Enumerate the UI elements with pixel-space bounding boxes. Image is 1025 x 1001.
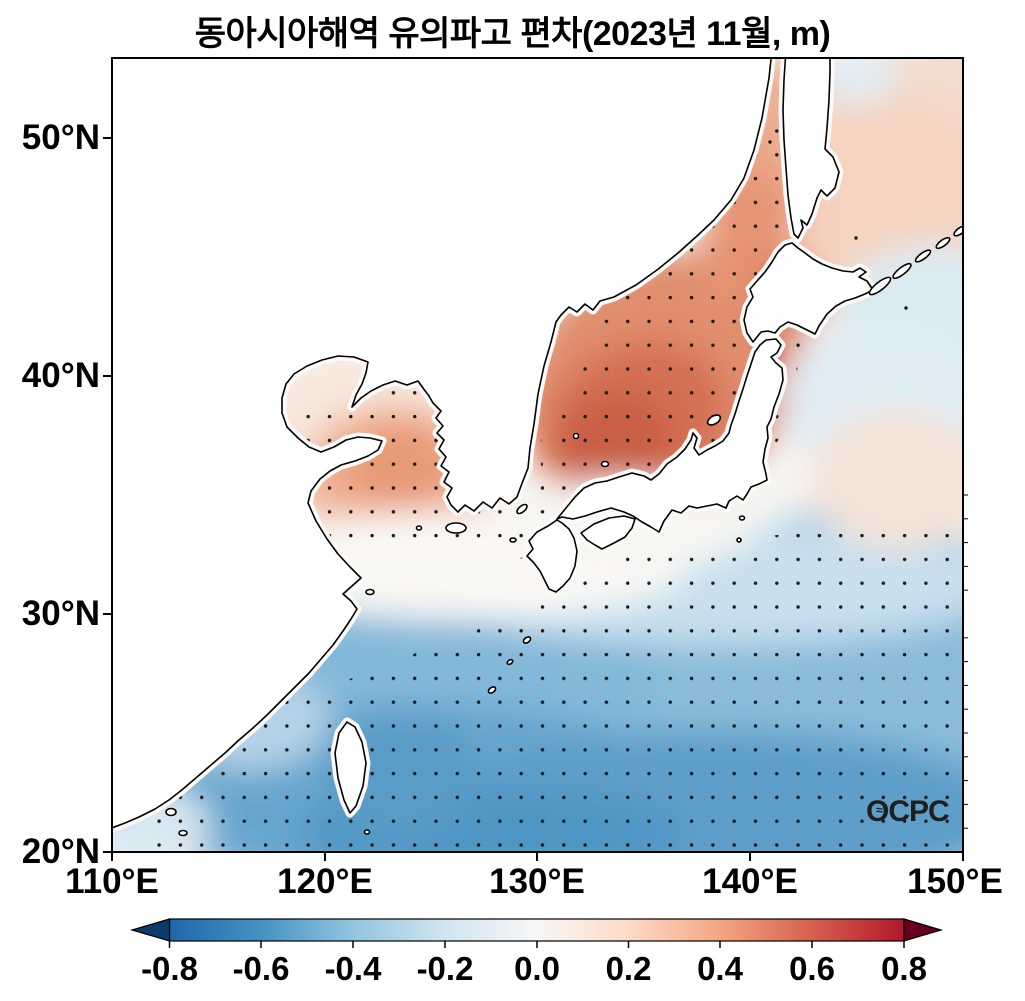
lon-tick-label-120e: 120°E xyxy=(277,862,373,901)
colorbar-label-pos06: 0.6 xyxy=(789,950,835,987)
island-zhoushan xyxy=(365,588,375,596)
coast-hokkaido xyxy=(743,242,874,343)
island-goto xyxy=(509,537,517,543)
island-ryukyu-3 xyxy=(487,686,497,694)
colorbar xyxy=(129,918,944,948)
colorbar-label-neg08: -0.8 xyxy=(141,950,198,987)
island-sado xyxy=(706,414,722,426)
island-tsushima xyxy=(516,503,528,515)
chart-title: 동아시아해역 유의파고 편차(2023년 11월, m) xyxy=(194,15,831,53)
colorbar-label-neg06: -0.6 xyxy=(232,950,290,987)
colorbar-label-pos08: 0.8 xyxy=(881,950,927,987)
island-kuril-1 xyxy=(868,276,892,296)
island-izu-2 xyxy=(736,537,742,543)
colorbar-label-neg02: -0.2 xyxy=(416,950,474,987)
lon-tick-label-110e: 110°E xyxy=(65,862,159,901)
island-ryukyu-2 xyxy=(506,658,514,666)
colorbar-label-pos02: 0.2 xyxy=(605,950,652,987)
lon-tick-label-150e: 150°E xyxy=(907,862,1003,901)
island-izu-1 xyxy=(738,515,746,521)
island-kuril-3 xyxy=(914,249,932,263)
lat-tick-label-40n: 40°N xyxy=(21,356,100,395)
island-south-china-2 xyxy=(178,829,188,837)
coast-honshu xyxy=(556,338,784,533)
coastlines xyxy=(112,58,963,837)
island-kuril-2 xyxy=(892,262,912,280)
colorbar-label-00: 0.0 xyxy=(514,950,560,987)
island-jeju xyxy=(445,522,467,534)
lat-tick-label-20n: 20°N xyxy=(21,832,100,871)
colorbar-gradient-bar xyxy=(168,918,905,942)
coast-taiwan xyxy=(334,721,367,814)
lon-tick-label-140e: 140°E xyxy=(702,862,798,901)
colorbar-label-neg04: -0.4 xyxy=(324,950,382,987)
lon-tick-label-130e: 130°E xyxy=(489,862,585,901)
map-frame xyxy=(103,57,968,861)
island-oki xyxy=(600,460,610,468)
wave-icon: ≈ xyxy=(876,803,883,817)
island-ulleung xyxy=(572,432,580,440)
colorbar-ticks xyxy=(168,941,905,948)
coast-shikoku xyxy=(580,515,636,550)
island-yellow-sea xyxy=(415,525,423,531)
island-ryukyu-1 xyxy=(522,636,532,644)
coast-sakhalin xyxy=(782,58,840,239)
anomaly-field xyxy=(112,58,963,852)
island-batan xyxy=(363,829,371,835)
ocpc-watermark: OCPC xyxy=(866,795,950,828)
island-south-china-1 xyxy=(165,807,177,817)
colorbar-extend-left-arrow xyxy=(129,918,171,942)
lat-tick-label-50n: 50°N xyxy=(21,118,100,157)
coast-kyushu xyxy=(526,519,578,593)
lat-tick-label-30n: 30°N xyxy=(21,594,100,633)
colorbar-extend-right-arrow xyxy=(903,918,944,942)
coast-mainland-asia xyxy=(112,58,772,829)
island-kuril-4 xyxy=(935,236,951,250)
colorbar-label-pos04: 0.4 xyxy=(697,950,743,987)
